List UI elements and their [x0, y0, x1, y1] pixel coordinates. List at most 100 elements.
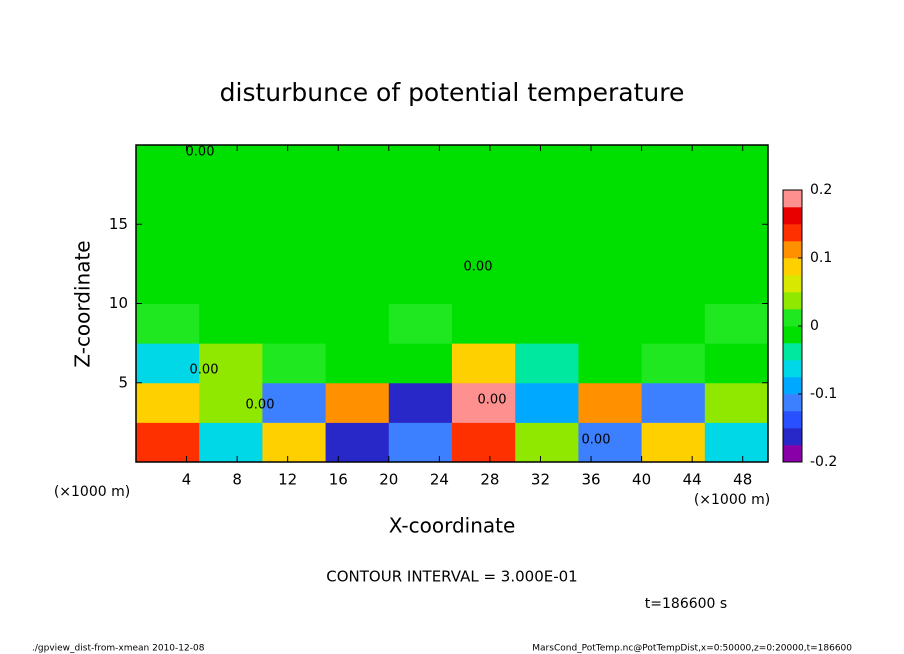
- cell: [641, 263, 706, 304]
- cell: [641, 184, 706, 225]
- cell: [641, 224, 706, 265]
- time-label: t=186600 s: [645, 596, 727, 612]
- cell: [452, 382, 516, 423]
- contour-label: 0.00: [582, 433, 611, 448]
- cell: [578, 382, 643, 423]
- cell: [641, 422, 706, 463]
- cell: [199, 422, 263, 463]
- colorbar-band: [783, 394, 802, 412]
- x-tick-label: 8: [232, 471, 242, 489]
- cell: [262, 382, 327, 423]
- colorbar-band: [783, 326, 802, 344]
- cell: [262, 343, 327, 384]
- colorbar-tick-label: 0.2: [810, 182, 832, 198]
- x-tick-label: 36: [581, 471, 600, 489]
- cell: [704, 422, 769, 463]
- cell: [704, 224, 769, 265]
- cell: [452, 422, 516, 463]
- contour-label: 0.00: [246, 398, 275, 413]
- cell: [199, 224, 263, 265]
- cell: [452, 343, 516, 384]
- cell: [136, 224, 200, 265]
- cell: [262, 422, 327, 463]
- colorbar-band: [783, 360, 802, 378]
- colorbar-band: [783, 292, 802, 310]
- cell: [388, 145, 453, 186]
- cell: [325, 224, 390, 265]
- y-tick-label: 10: [109, 294, 128, 312]
- cell: [325, 343, 390, 384]
- colorbar-tick-label: 0.1: [810, 250, 832, 266]
- cell: [452, 303, 516, 344]
- cell: [199, 184, 263, 225]
- cell: [136, 184, 200, 225]
- cell: [136, 382, 200, 423]
- cell: [325, 303, 390, 344]
- cell: [515, 422, 579, 463]
- cell: [136, 303, 200, 344]
- contour-interval: CONTOUR INTERVAL = 3.000E-01: [326, 568, 577, 586]
- colorbar-band: [783, 258, 802, 276]
- cell: [578, 145, 643, 186]
- cell: [199, 382, 263, 423]
- x-tick-label: 20: [379, 471, 398, 489]
- cell: [515, 382, 579, 423]
- cell: [515, 224, 579, 265]
- x-tick-label: 16: [329, 471, 348, 489]
- cell: [136, 145, 200, 186]
- colorbar-tick-label: -0.1: [810, 386, 837, 402]
- cell: [262, 263, 327, 304]
- colorbar-band: [783, 411, 802, 429]
- cell: [388, 224, 453, 265]
- cell: [388, 382, 453, 423]
- cell: [704, 263, 769, 304]
- cell: [515, 343, 579, 384]
- cell: [578, 343, 643, 384]
- cell: [262, 145, 327, 186]
- colorbar-tick-label: -0.2: [810, 454, 837, 470]
- cell: [704, 382, 769, 423]
- x-tick-label: 48: [733, 471, 752, 489]
- colorbar-band: [783, 428, 802, 446]
- cell: [641, 382, 706, 423]
- colorbar-band: [783, 190, 802, 208]
- footer-left: ./gpview_dist-from-xmean 2010-12-08: [32, 644, 205, 654]
- cell: [325, 382, 390, 423]
- cell: [578, 224, 643, 265]
- cell: [704, 343, 769, 384]
- cell: [388, 303, 453, 344]
- cell: [452, 224, 516, 265]
- y-tick-label: 15: [109, 215, 128, 233]
- cell: [388, 422, 453, 463]
- cell: [325, 422, 390, 463]
- footer-right: MarsCond_PotTemp.nc@PotTempDist,x=0:5000…: [532, 644, 852, 654]
- y-axis-label: Z-coordinate: [71, 240, 95, 367]
- cell: [136, 422, 200, 463]
- cell: [515, 303, 579, 344]
- cell: [262, 303, 327, 344]
- x-unit: (×1000 m): [694, 492, 770, 508]
- cell: [199, 145, 263, 186]
- y-tick-label: 5: [118, 373, 128, 391]
- cell: [452, 263, 516, 304]
- colorbar-band: [783, 445, 802, 463]
- x-axis-label: X-coordinate: [389, 514, 516, 538]
- x-tick-label: 12: [278, 471, 297, 489]
- cell: [199, 303, 263, 344]
- x-tick-label: 40: [632, 471, 651, 489]
- cell: [515, 145, 579, 186]
- cell: [199, 263, 263, 304]
- cell: [452, 145, 516, 186]
- colorbar-band: [783, 377, 802, 395]
- cell: [388, 343, 453, 384]
- cell: [704, 184, 769, 225]
- colorbar-band: [783, 309, 802, 327]
- cell: [388, 184, 453, 225]
- cell: [136, 343, 200, 384]
- cell: [704, 145, 769, 186]
- cell: [578, 263, 643, 304]
- colorbar-band: [783, 343, 802, 361]
- contour-label: 0.00: [190, 363, 219, 378]
- contour-label: 0.00: [186, 145, 215, 160]
